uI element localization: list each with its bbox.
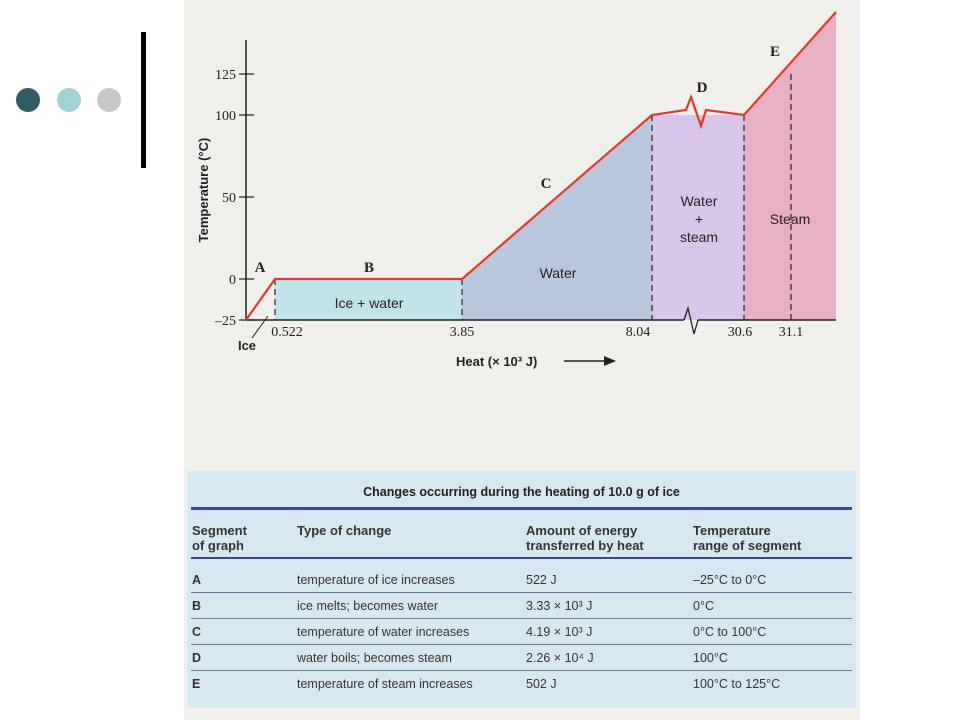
y-tick-label: 0: [229, 273, 236, 288]
cell-segment: B: [192, 599, 202, 613]
cell-change: temperature of ice increases: [297, 573, 455, 587]
header-energy: Amount of energy transferred by heat: [526, 523, 644, 553]
cell-range: –25°C to 0°C: [693, 573, 767, 587]
region-label: Water: [681, 193, 718, 209]
cell-segment: A: [192, 573, 202, 587]
region-label: Ice + water: [335, 295, 404, 311]
cell-change: temperature of water increases: [297, 625, 470, 639]
cell-energy: 4.19 × 10³ J: [526, 625, 593, 639]
x-axis-arrowhead: [604, 356, 616, 366]
cell-range: 100°C: [693, 651, 728, 665]
cell-segment: E: [192, 677, 201, 691]
decor-dot-1: [16, 88, 40, 112]
header-type-of-change: Type of change: [297, 523, 392, 538]
region-label: steam: [680, 229, 718, 245]
cell-range: 0°C to 100°C: [693, 625, 767, 639]
x-tick-label: 3.85: [450, 325, 475, 340]
y-tick-label: –25: [214, 314, 236, 329]
cell-segment: C: [192, 625, 202, 639]
decor-dot-3: [97, 88, 121, 112]
segment-label-a: A: [255, 260, 266, 276]
row-divider: [191, 592, 852, 593]
segment-label-b: B: [364, 260, 374, 276]
x-axis-title: Heat (× 10³ J): [456, 354, 537, 369]
heating-curve-line: [245, 11, 837, 321]
cell-energy: 502 J: [526, 677, 557, 691]
decor-dot-2: [57, 88, 81, 112]
region-label: Steam: [770, 211, 810, 227]
x-tick-label: 8.04: [626, 325, 651, 340]
region-water-steam: [652, 115, 744, 320]
region-ice-water: [275, 279, 462, 320]
table-top-rule: [191, 507, 852, 510]
cell-range: 0°C: [693, 599, 714, 613]
x-axis-break: [683, 305, 699, 335]
cell-change: water boils; becomes steam: [297, 651, 452, 665]
row-divider: [191, 670, 852, 671]
segment-label-e: E: [770, 44, 780, 60]
heating-curve-chart: –25 0 50 100 125 Temperature (°C) 0.522 3.85 8.0…: [196, 11, 837, 369]
cell-range: 100°C to 125°C: [693, 677, 781, 691]
y-tick-label: 125: [215, 68, 236, 83]
y-axis-title: Temperature (°C): [196, 138, 211, 243]
cell-energy: 2.26 × 10⁴ J: [526, 651, 594, 665]
table-header-rule: [191, 557, 852, 559]
table-title: Changes occurring during the heating of …: [363, 485, 680, 499]
y-tick-label: 50: [222, 191, 236, 206]
x-origin-label: Ice: [238, 338, 256, 353]
x-tick-label: 30.6: [728, 325, 753, 340]
cell-energy: 3.33 × 10³ J: [526, 599, 593, 613]
row-divider: [191, 644, 852, 645]
cell-energy: 522 J: [526, 573, 557, 587]
header-temperature-range: Temperature range of segment: [693, 523, 802, 553]
region-label: Water: [540, 265, 577, 281]
segment-label-d: D: [697, 80, 708, 96]
x-tick-label: 31.1: [779, 325, 804, 340]
region-steam: [744, 12, 836, 320]
ice-pointer: [251, 315, 269, 339]
cell-change: temperature of steam increases: [297, 677, 473, 691]
x-tick-label: 0.522: [271, 325, 303, 340]
accent-bar: [141, 32, 146, 168]
cell-change: ice melts; becomes water: [297, 599, 439, 613]
region-water: [462, 115, 652, 320]
region-label: +: [695, 211, 703, 227]
segment-label-c: C: [541, 176, 552, 192]
changes-table: Changes occurring during the heating of …: [187, 471, 856, 708]
cell-segment: D: [192, 651, 202, 665]
row-divider: [191, 618, 852, 619]
y-tick-label: 100: [215, 109, 236, 124]
header-segment: Segment of graph: [192, 523, 247, 553]
